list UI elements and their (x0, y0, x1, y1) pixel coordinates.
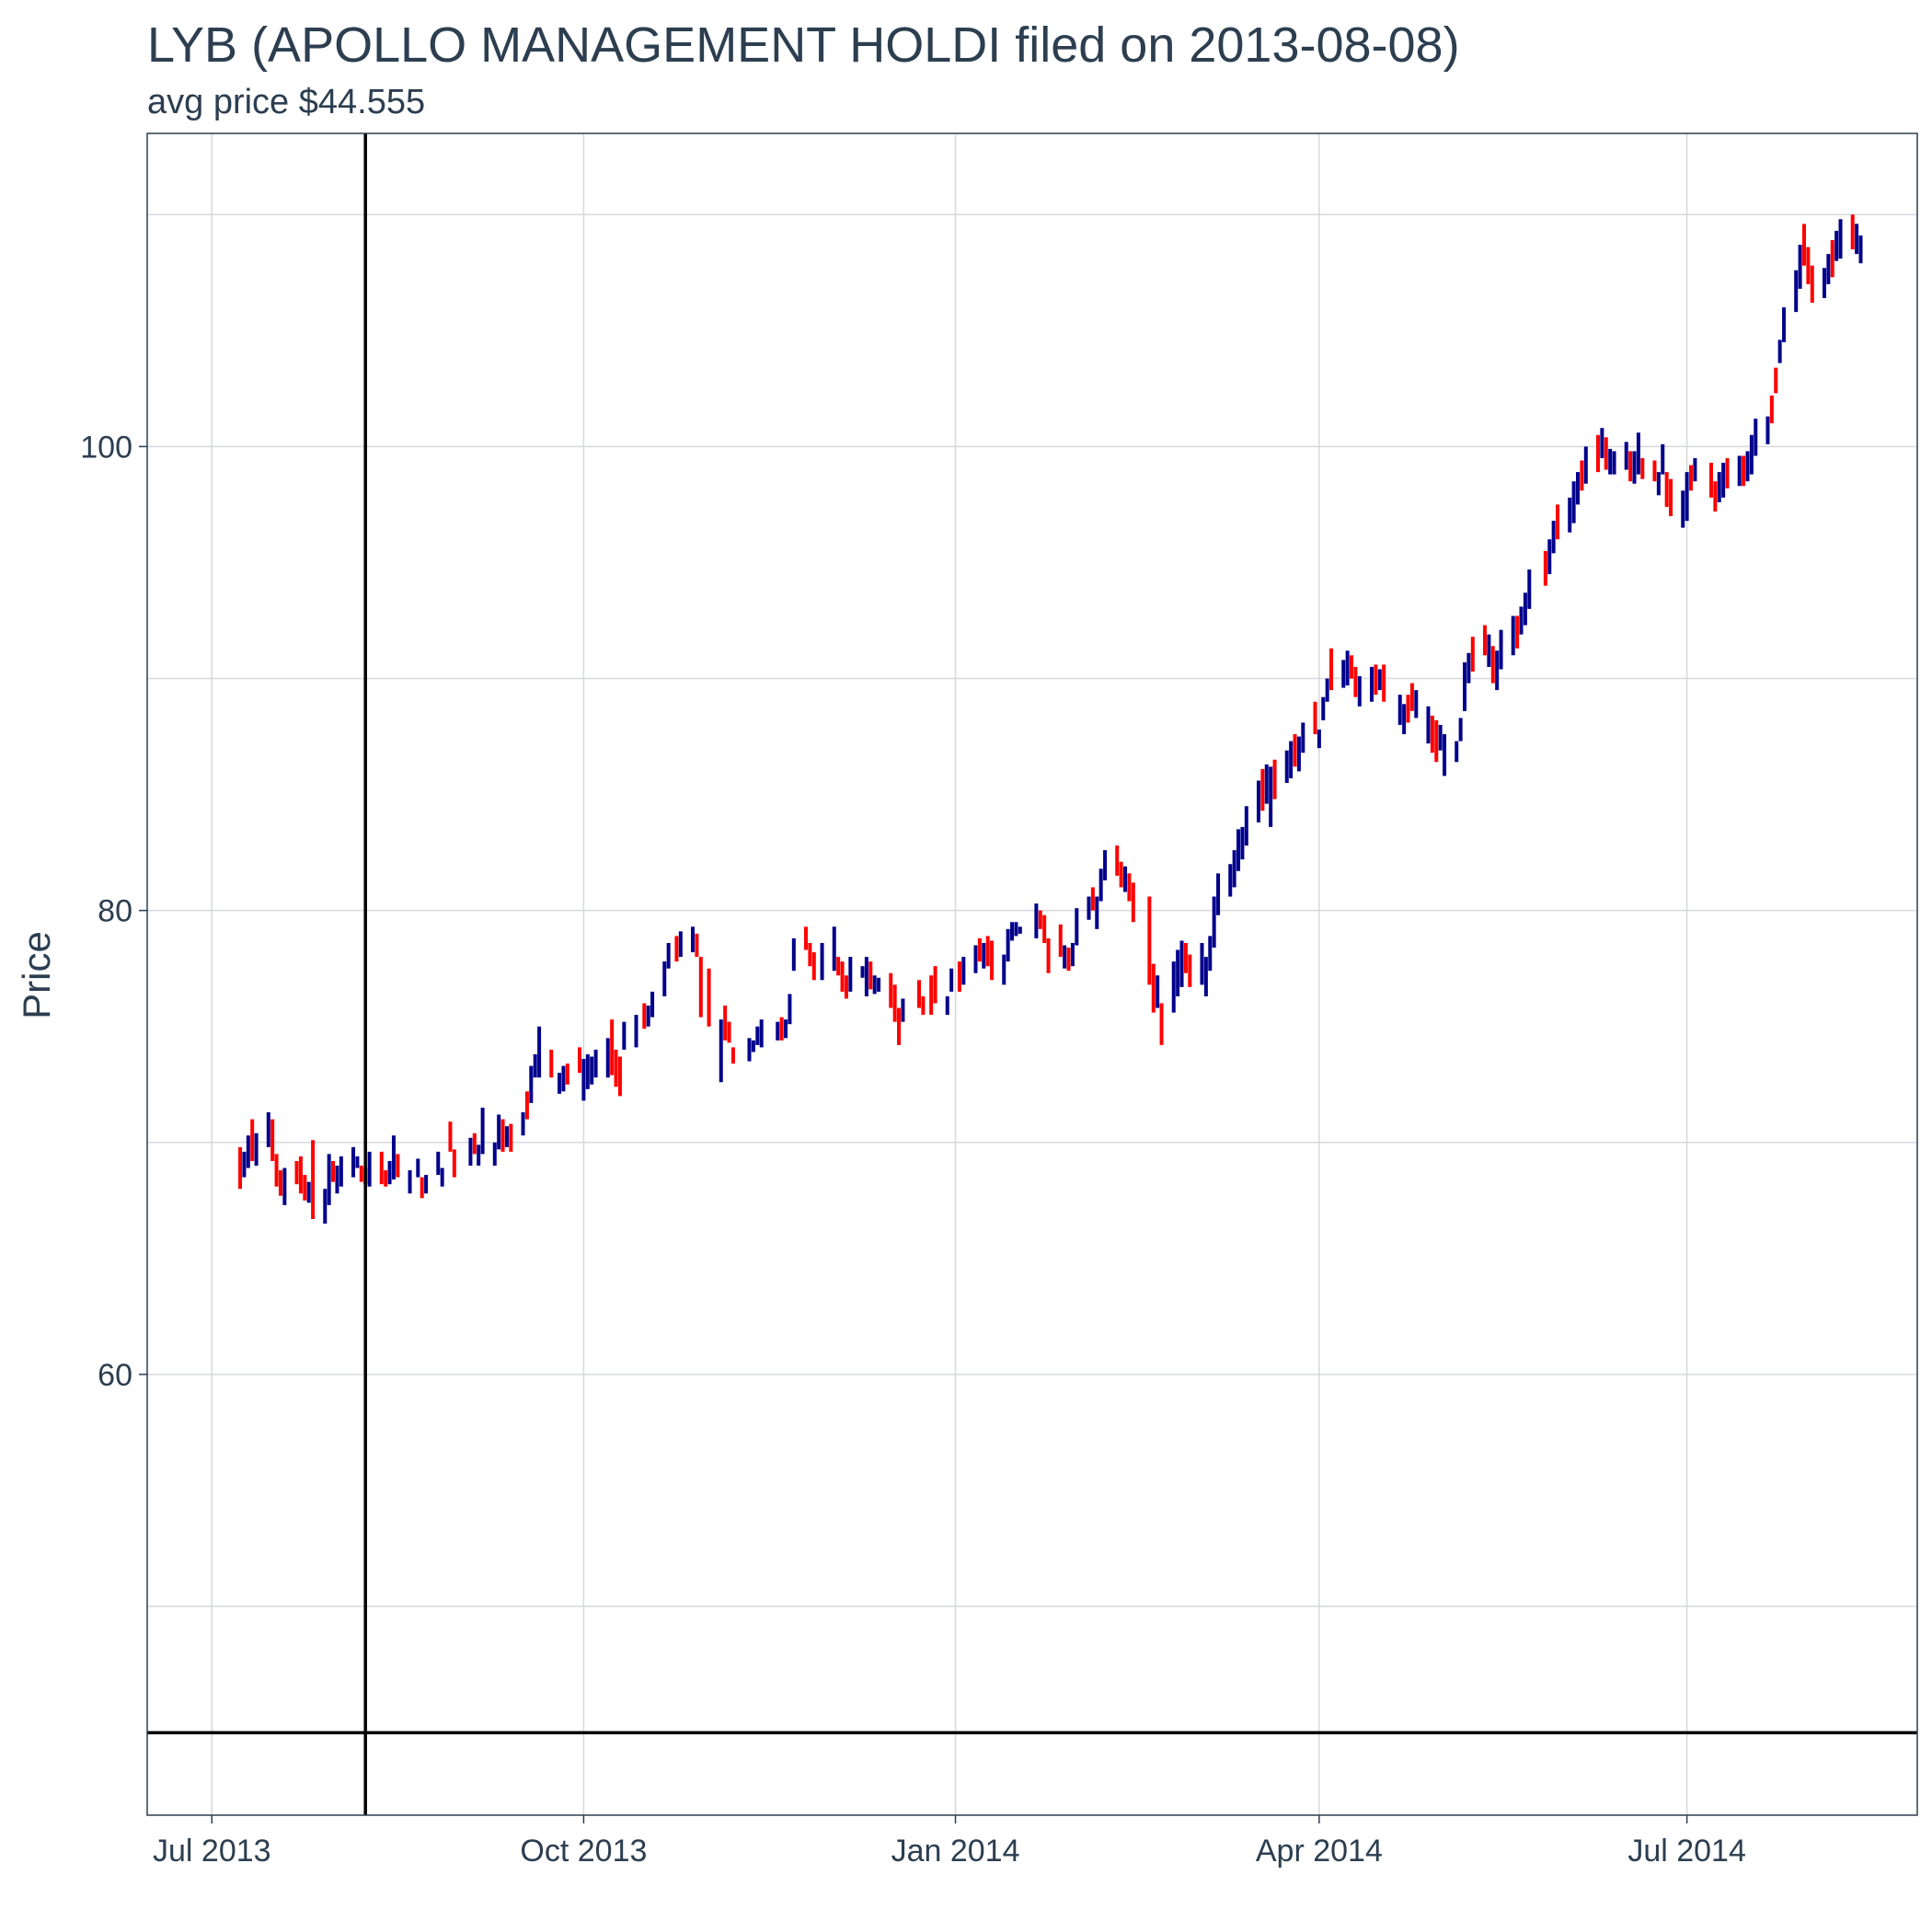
price-bars (238, 214, 1863, 1225)
plot-panel-border (146, 132, 1918, 1816)
chart-subtitle: avg price $44.555 (147, 83, 426, 121)
x-tick-label: Apr 2014 (1256, 1834, 1383, 1869)
grid-lines (147, 133, 1917, 1815)
y-tick-label: 80 (98, 894, 132, 929)
y-tick-label: 60 (98, 1358, 132, 1393)
chart-title: LYB (APOLLO MANAGEMENT HOLDI filed on 20… (147, 17, 1460, 73)
x-tick-label: Jul 2013 (153, 1834, 271, 1869)
reference-lines (147, 133, 1917, 1815)
y-tick-label: 100 (80, 430, 132, 465)
x-axis-ticks: Jul 2013 Oct 2013 Jan 2014 Apr 2014 Jul 2014 (153, 1815, 1746, 1869)
x-tick-label: Jul 2014 (1627, 1834, 1746, 1869)
y-axis-ticks: 60 80 100 (80, 430, 147, 1393)
y-axis-label: Price (15, 931, 58, 1019)
x-tick-label: Jan 2014 (891, 1834, 1020, 1869)
x-tick-label: Oct 2013 (520, 1834, 647, 1869)
